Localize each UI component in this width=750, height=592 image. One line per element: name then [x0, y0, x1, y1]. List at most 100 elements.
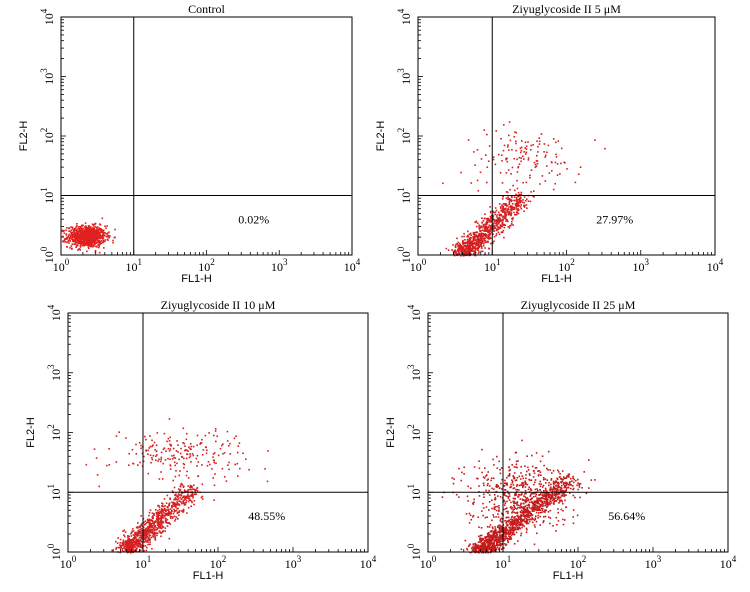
data-point: [542, 500, 544, 503]
data-point: [514, 527, 517, 529]
data-point: [522, 506, 525, 508]
data-point: [134, 543, 137, 546]
data-point: [503, 531, 506, 534]
data-point: [83, 234, 86, 237]
data-point: [484, 239, 487, 242]
data-point: [109, 235, 111, 237]
data-point: [484, 536, 486, 538]
data-point: [161, 478, 164, 480]
data-point: [492, 477, 495, 480]
data-point: [63, 239, 66, 242]
data-point: [488, 539, 490, 541]
data-point: [488, 489, 490, 492]
data-point: [151, 520, 154, 522]
data-point: [149, 526, 151, 529]
data-point: [514, 516, 516, 518]
data-point: [67, 240, 70, 242]
data-point: [68, 233, 71, 236]
data-point: [204, 434, 207, 437]
data-point: [510, 173, 512, 175]
data-point: [85, 244, 88, 246]
data-point: [519, 147, 522, 149]
data-point: [509, 527, 511, 529]
data-point: [131, 530, 133, 533]
data-point: [558, 485, 560, 488]
data-point: [91, 238, 93, 241]
data-point: [549, 517, 552, 519]
data-point: [481, 510, 483, 512]
data-point: [138, 441, 141, 444]
data-point: [547, 511, 550, 513]
data-point: [160, 523, 163, 525]
data-point: [494, 535, 496, 537]
data-point: [213, 452, 216, 454]
x-tick-label: 104: [344, 257, 361, 274]
data-point: [512, 526, 514, 529]
data-point: [97, 235, 100, 237]
data-point: [68, 234, 70, 237]
data-point: [160, 456, 163, 459]
data-point: [563, 482, 565, 484]
data-point: [76, 237, 78, 240]
data-point: [158, 530, 161, 533]
data-point: [171, 506, 173, 509]
data-point: [89, 239, 91, 241]
data-point: [134, 549, 136, 552]
data-point: [213, 459, 215, 462]
data-point: [527, 159, 530, 161]
data-point: [512, 224, 514, 226]
data-point: [108, 236, 111, 239]
data-point: [522, 155, 524, 158]
data-point: [94, 249, 97, 252]
data-point: [577, 478, 579, 481]
data-point: [562, 495, 564, 497]
data-point: [79, 232, 82, 234]
data-point: [485, 539, 487, 541]
data-point: [133, 537, 135, 540]
data-point: [514, 497, 516, 500]
data-point: [134, 533, 136, 535]
data-point: [119, 542, 122, 544]
data-point: [500, 517, 502, 520]
data-point: [133, 538, 135, 541]
data-point: [467, 234, 469, 237]
data-point: [537, 514, 540, 517]
data-point: [139, 546, 142, 548]
data-point: [469, 245, 471, 248]
data-point: [577, 488, 579, 491]
data-point: [91, 230, 94, 233]
data-point: [476, 477, 478, 480]
data-point: [475, 549, 477, 552]
data-point: [79, 240, 82, 243]
data-point: [511, 533, 514, 535]
data-point: [522, 181, 524, 184]
data-point: [535, 511, 538, 514]
data-point: [75, 230, 77, 232]
y-tick-label: 102: [396, 128, 413, 145]
data-point: [183, 504, 186, 506]
data-point: [544, 180, 547, 182]
data-point: [82, 242, 84, 244]
data-point: [510, 214, 512, 216]
data-point: [492, 214, 494, 216]
data-point: [184, 449, 187, 451]
data-point: [500, 231, 503, 234]
data-point: [226, 440, 229, 442]
data-point: [174, 494, 176, 496]
data-point: [183, 457, 185, 460]
data-point: [147, 519, 149, 522]
data-point: [490, 237, 492, 240]
data-point: [577, 482, 579, 484]
data-point: [527, 513, 530, 515]
data-point: [139, 544, 141, 546]
data-point: [207, 461, 210, 463]
data-point: [540, 133, 543, 135]
data-point: [108, 448, 110, 450]
data-point: [472, 250, 474, 252]
data-point: [474, 247, 477, 249]
data-point: [521, 524, 524, 527]
data-point: [82, 235, 84, 238]
data-point: [553, 501, 555, 503]
data-point: [544, 487, 547, 490]
data-point: [135, 537, 138, 539]
